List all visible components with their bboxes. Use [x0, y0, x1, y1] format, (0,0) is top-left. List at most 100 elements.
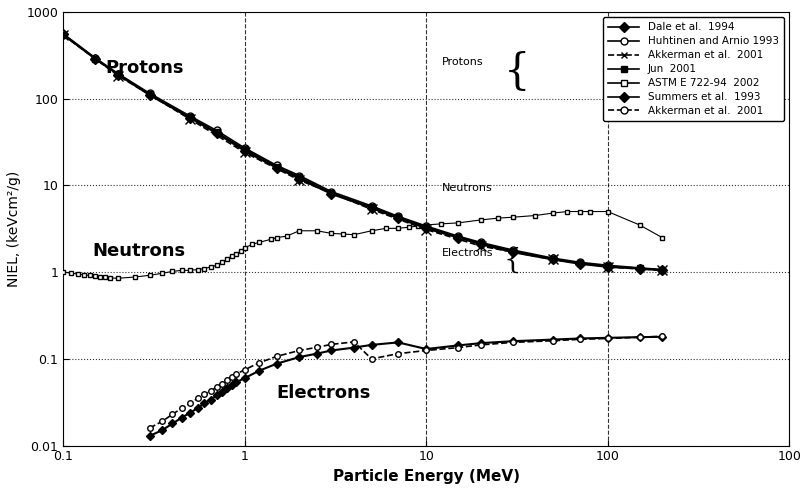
Line: Dale et al.  1994: Dale et al. 1994	[60, 31, 666, 274]
Jun  2001	[145, 91, 154, 97]
Dale et al.  1994	[185, 115, 195, 121]
Akkerman et al.  2001	[206, 388, 216, 394]
Summers et al.  1993	[227, 382, 237, 388]
Text: Neutrons: Neutrons	[93, 242, 186, 260]
Jun  2001	[240, 146, 250, 152]
Dale et al.  1994	[453, 235, 463, 241]
Akkerman et al.  2001	[349, 339, 359, 345]
Dale et al.  1994	[574, 261, 584, 267]
Jun  2001	[271, 164, 281, 169]
Summers et al.  1993	[222, 385, 232, 391]
Jun  2001	[476, 241, 486, 246]
Akkerman et al.  2001	[145, 425, 154, 431]
Line: Akkerman et al.  2001: Akkerman et al. 2001	[147, 333, 665, 431]
Huhtinen and Arnio 1993	[393, 214, 403, 219]
Dale et al.  1994	[658, 268, 667, 273]
Text: Neutrons: Neutrons	[442, 183, 493, 192]
Legend: Dale et al.  1994, Huhtinen and Arnio 1993, Akkerman et al.  2001, Jun  2001, AS: Dale et al. 1994, Huhtinen and Arnio 199…	[603, 17, 784, 121]
Summers et al.  1993	[157, 428, 166, 434]
Akkerman et al.  2001	[58, 32, 68, 38]
Akkerman et al.  2001	[367, 356, 377, 362]
Akkerman et al.  2001	[574, 336, 584, 342]
Summers et al.  1993	[212, 392, 221, 398]
Summers et al.  1993	[255, 368, 264, 374]
Jun  2001	[294, 174, 304, 180]
Huhtinen and Arnio 1993	[145, 90, 154, 96]
Summers et al.  1993	[476, 340, 486, 346]
Akkerman et al.  2001	[312, 344, 322, 350]
ASTM E 722-94  2002	[58, 269, 68, 275]
Akkerman et al.  2001	[635, 334, 645, 340]
Akkerman et al.  2001	[271, 354, 281, 359]
Jun  2001	[508, 248, 518, 254]
Line: Jun  2001: Jun 2001	[60, 31, 666, 273]
Huhtinen and Arnio 1993	[185, 113, 195, 119]
Dale et al.  1994	[113, 72, 123, 78]
Summers et al.  1993	[206, 397, 216, 403]
Dale et al.  1994	[240, 148, 250, 154]
Akkerman et al.  2001	[603, 264, 612, 270]
Huhtinen and Arnio 1993	[212, 128, 221, 134]
Akkerman et al.  2001	[476, 243, 486, 249]
Text: {: {	[504, 51, 530, 93]
Summers et al.  1993	[658, 334, 667, 340]
Dale et al.  1994	[421, 225, 431, 231]
Jun  2001	[326, 190, 336, 196]
Jun  2001	[658, 267, 667, 273]
Dale et al.  1994	[145, 92, 154, 98]
Summers et al.  1993	[603, 335, 612, 341]
Akkerman et al.  2001	[227, 374, 237, 380]
Akkerman et al.  2001	[167, 411, 177, 417]
Summers et al.  1993	[635, 334, 645, 340]
Akkerman et al.  2001	[421, 348, 431, 354]
Dale et al.  1994	[271, 165, 281, 171]
Jun  2001	[548, 256, 558, 262]
Akkerman et al.  2001	[421, 226, 431, 232]
Akkerman et al.  2001	[177, 405, 187, 411]
Summers et al.  1993	[421, 346, 431, 352]
Akkerman et al.  2001	[658, 333, 667, 339]
Jun  2001	[367, 204, 377, 210]
Akkerman et al.  2001	[212, 384, 221, 390]
Akkerman et al.  2001	[367, 206, 377, 212]
Akkerman et al.  2001	[157, 418, 166, 424]
Summers et al.  1993	[240, 375, 250, 381]
Akkerman et al.  2001	[222, 377, 232, 383]
Akkerman et al.  2001	[453, 345, 463, 351]
Summers et al.  1993	[145, 433, 154, 438]
Summers et al.  1993	[200, 400, 209, 406]
Akkerman et al.  2001	[393, 351, 403, 356]
ASTM E 722-94  2002	[145, 273, 154, 278]
Summers et al.  1993	[167, 421, 177, 427]
Text: Protons: Protons	[105, 58, 183, 77]
Jun  2001	[185, 114, 195, 120]
X-axis label: Particle Energy (MeV): Particle Energy (MeV)	[333, 469, 520, 484]
Akkerman et al.  2001	[255, 360, 264, 366]
ASTM E 722-94  2002	[635, 222, 645, 228]
Huhtinen and Arnio 1993	[326, 189, 336, 194]
Huhtinen and Arnio 1993	[421, 223, 431, 229]
Line: Summers et al.  1993: Summers et al. 1993	[147, 334, 665, 438]
Summers et al.  1993	[271, 361, 281, 367]
Huhtinen and Arnio 1993	[476, 240, 486, 246]
Text: Electrons: Electrons	[442, 247, 494, 258]
Summers et al.  1993	[508, 338, 518, 344]
ASTM E 722-94  2002	[177, 268, 187, 273]
Summers et al.  1993	[312, 351, 322, 356]
Akkerman et al.  2001	[658, 268, 667, 273]
Summers et al.  1993	[453, 343, 463, 349]
Summers et al.  1993	[217, 389, 227, 395]
Line: ASTM E 722-94  2002: ASTM E 722-94 2002	[61, 210, 664, 280]
Huhtinen and Arnio 1993	[548, 255, 558, 261]
Summers et al.  1993	[232, 379, 242, 385]
Dale et al.  1994	[603, 264, 612, 270]
Dale et al.  1994	[548, 256, 558, 262]
Jun  2001	[421, 224, 431, 230]
Akkerman et al.  2001	[232, 371, 242, 377]
Dale et al.  1994	[635, 266, 645, 272]
Jun  2001	[393, 214, 403, 220]
Akkerman et al.  2001	[185, 400, 195, 406]
Summers et al.  1993	[574, 335, 584, 341]
Text: Electrons: Electrons	[276, 384, 371, 403]
ASTM E 722-94  2002	[574, 209, 584, 215]
